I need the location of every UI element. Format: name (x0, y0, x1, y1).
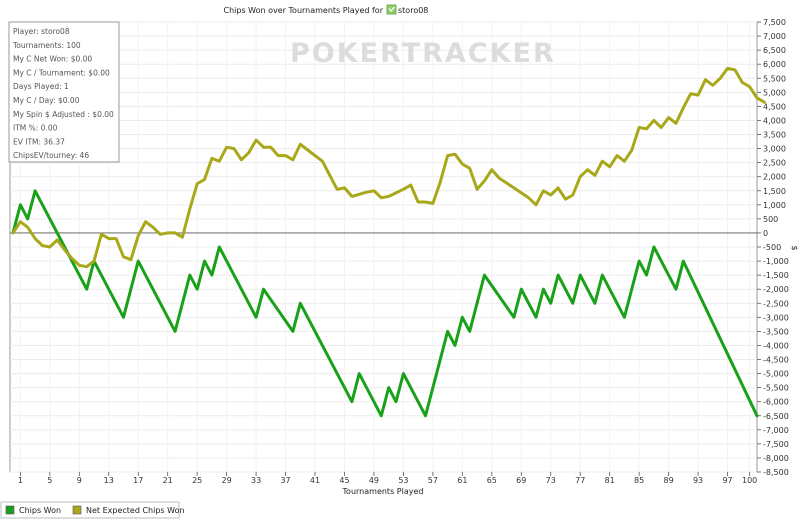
x-tick-label: 5 (47, 476, 52, 485)
y-tick-label: 3,500 (763, 131, 786, 140)
y-tick-label: -1,500 (763, 271, 789, 280)
x-tick-label: 41 (310, 476, 320, 485)
y-tick-label: 0 (763, 229, 768, 238)
legend-swatch-net-expected (72, 505, 82, 515)
y-tick-label: -3,000 (763, 313, 789, 322)
legend-label-chips-won: Chips Won (19, 506, 61, 515)
x-tick-label: 53 (398, 476, 408, 485)
y-tick-label: -1,000 (763, 257, 789, 266)
y-tick-label: -7,500 (763, 440, 789, 449)
y-tick-label: 6,500 (763, 46, 786, 55)
y-tick-label: 2,500 (763, 159, 786, 168)
x-axis-title: Tournaments Played (342, 487, 424, 496)
x-tick-label: 9 (77, 476, 82, 485)
info-box-line: ChipsEV/tourney: 46 (13, 151, 89, 160)
x-tick-label: 21 (163, 476, 173, 485)
y-tick-label: -2,000 (763, 285, 789, 294)
x-tick-label: 97 (722, 476, 732, 485)
y-tick-label: -8,000 (763, 454, 789, 463)
y-axis-title: $ (790, 245, 799, 250)
chart-title: Chips Won over Tournaments Played for st… (224, 4, 428, 15)
x-tick-label: 37 (280, 476, 290, 485)
series-line-net-expected-chips-won (11, 66, 766, 269)
y-tick-label: -4,000 (763, 341, 789, 350)
y-tick-label: -6,000 (763, 398, 789, 407)
x-tick-label: 89 (664, 476, 674, 485)
info-box-line: My C Net Won: $0.00 (13, 55, 92, 64)
x-tick-label: 100 (742, 476, 757, 485)
legend-swatch-chips-won (5, 505, 15, 515)
info-box-line: ITM %: 0.00 (13, 124, 58, 133)
y-tick-label: -500 (763, 243, 781, 252)
y-axis-ticks: 7,500 7,000 6,500 6,000 5,500 5,000 4,500 4,000… (757, 18, 789, 477)
series-lines (11, 66, 766, 418)
x-tick-label: 29 (222, 476, 232, 485)
y-tick-label: -5,000 (763, 370, 789, 379)
x-axis-ticks: 1 5 9 13 17 21 25 29 33 37 41 45 49 53 57 61 65 69 73 77 81 8… (18, 472, 757, 485)
x-tick-label: 65 (487, 476, 497, 485)
x-tick-label: 17 (133, 476, 143, 485)
info-box-line: My Spin $ Adjusted : $0.00 (13, 110, 114, 119)
x-tick-label: 81 (605, 476, 615, 485)
watermark-text: POKERTRACKER (290, 38, 556, 69)
chart-title-player: storo08 (398, 6, 428, 15)
info-box-line: My C / Day: $0.00 (13, 96, 80, 105)
y-tick-label: 1,000 (763, 201, 786, 210)
y-tick-label: 3,000 (763, 145, 786, 154)
info-box-line: My C / Tournament: $0.00 (13, 68, 110, 77)
info-box-frame (8, 21, 120, 163)
legend-frame (0, 501, 180, 519)
legend: Chips Won Net Expected Chips Won (0, 501, 185, 519)
info-box-line: Player: storo08 (13, 27, 70, 36)
info-box-line: Tournaments: 100 (12, 41, 81, 50)
y-tick-label: -7,000 (763, 426, 789, 435)
info-box-line: EV ITM: 36.37 (13, 137, 65, 146)
player-icon (386, 4, 397, 15)
y-tick-label: -2,500 (763, 299, 789, 308)
y-tick-label: 7,000 (763, 32, 786, 41)
info-box-line: Days Played: 1 (13, 82, 69, 91)
grid-lines (10, 21, 757, 473)
y-tick-label: -8,500 (763, 468, 789, 477)
x-tick-label: 45 (339, 476, 349, 485)
y-tick-label: 1,500 (763, 187, 786, 196)
player-icon-check (388, 6, 395, 12)
info-box-lines: Player: storo08 Tournaments: 100 My C Net … (12, 27, 114, 160)
y-tick-label: 4,500 (763, 102, 786, 111)
y-tick-label: 5,500 (763, 74, 786, 83)
x-tick-label: 61 (457, 476, 467, 485)
y-tick-label: -5,500 (763, 384, 789, 393)
y-tick-label: 4,000 (763, 116, 786, 125)
x-tick-label: 25 (192, 476, 202, 485)
series-line-chips-won (11, 189, 759, 418)
chart-title-text: Chips Won over Tournaments Played for (224, 6, 384, 15)
y-tick-label: 5,000 (763, 88, 786, 97)
y-tick-label: -4,500 (763, 356, 789, 365)
x-tick-label: 1 (18, 476, 23, 485)
x-tick-label: 85 (634, 476, 644, 485)
y-tick-label: 7,500 (763, 18, 786, 27)
x-tick-label: 73 (546, 476, 556, 485)
y-tick-label: 2,000 (763, 173, 786, 182)
legend-label-net-expected: Net Expected Chips Won (86, 506, 185, 515)
x-tick-label: 77 (575, 476, 585, 485)
y-tick-label: 6,000 (763, 60, 786, 69)
x-tick-label: 93 (693, 476, 703, 485)
y-tick-label: 500 (763, 215, 778, 224)
y-tick-label: -6,500 (763, 412, 789, 421)
x-tick-label: 57 (428, 476, 438, 485)
x-tick-label: 33 (251, 476, 261, 485)
x-tick-label: 13 (104, 476, 114, 485)
y-tick-label: -3,500 (763, 327, 789, 336)
watermark: POKERTRACKER (290, 38, 556, 69)
x-tick-label: 49 (369, 476, 379, 485)
info-box: Player: storo08 Tournaments: 100 My C Net … (8, 21, 120, 163)
x-tick-label: 69 (516, 476, 526, 485)
